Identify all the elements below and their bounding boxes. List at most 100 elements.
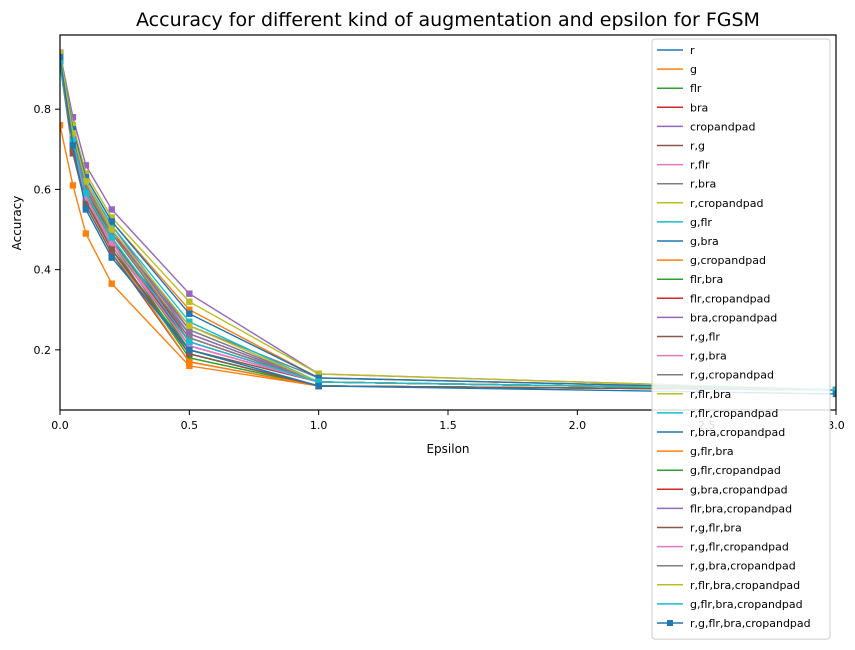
legend-marker xyxy=(667,620,673,626)
y-tick-label: 0.2 xyxy=(34,344,52,357)
x-tick-label: 0.0 xyxy=(51,419,69,432)
series-30-point xyxy=(186,338,193,346)
legend-label: flr,bra xyxy=(690,273,723,286)
series-5-point xyxy=(82,162,90,169)
y-axis-label: Accuracy xyxy=(10,196,24,251)
legend-label: cropandpad xyxy=(690,120,755,133)
series-29-point xyxy=(82,178,90,185)
legend-label: r,flr,bra xyxy=(690,388,731,401)
series-2-point xyxy=(60,122,64,129)
legend-label: r,g,flr,cropandpad xyxy=(690,541,789,554)
legend-label: g,bra xyxy=(690,235,719,248)
legend-label: r,g xyxy=(690,140,705,153)
series-20-point xyxy=(108,222,115,229)
series-9-point xyxy=(82,170,90,177)
series-29-point xyxy=(60,49,64,57)
series-28-point xyxy=(186,334,193,342)
y-tick-label: 0.4 xyxy=(34,264,52,277)
series-9-point xyxy=(315,370,322,378)
x-tick-label: 2.0 xyxy=(569,419,587,432)
series-29-point xyxy=(108,226,115,233)
series-31-point xyxy=(60,53,64,61)
legend-box xyxy=(651,38,831,640)
legend-label: r,flr,bra,cropandpad xyxy=(690,579,800,592)
series-26-point xyxy=(186,350,193,358)
series-25-point xyxy=(186,330,193,337)
y-tick-label: 0.8 xyxy=(34,103,52,116)
series-31-point xyxy=(108,254,115,261)
x-tick-label: 0.5 xyxy=(181,419,199,432)
series-30-point xyxy=(82,190,90,197)
legend-label: g xyxy=(690,63,697,76)
series-26-point xyxy=(69,146,77,153)
series-30-point xyxy=(108,234,115,241)
series-26-point xyxy=(82,198,90,205)
series-2-point xyxy=(82,230,90,237)
series-31-point xyxy=(315,382,322,390)
legend-label: g,flr,cropandpad xyxy=(690,464,781,477)
series-5-point xyxy=(108,206,115,213)
legend-label: g,cropandpad xyxy=(690,254,766,267)
legend-label: bra xyxy=(690,101,708,114)
series-5-point xyxy=(69,114,77,121)
x-tick-label: 1.5 xyxy=(439,419,457,432)
series-17-point xyxy=(108,242,115,249)
series-16-point xyxy=(82,202,90,209)
series-5-point xyxy=(186,290,193,297)
legend-label: g,flr,bra xyxy=(690,445,734,458)
y-tick-label: 0.6 xyxy=(34,183,52,196)
legend-label: r,bra,cropandpad xyxy=(690,426,785,439)
series-31-point xyxy=(832,390,836,398)
legend-label: r,g,bra,cropandpad xyxy=(690,560,796,573)
series-29-point xyxy=(186,322,193,329)
series-30-point xyxy=(315,378,322,386)
series-28-point xyxy=(82,186,90,193)
series-22-point xyxy=(186,358,193,366)
series-29-point xyxy=(69,130,77,137)
legend-label: flr,cropandpad xyxy=(690,292,770,305)
series-21-point xyxy=(315,374,322,382)
series-25-point xyxy=(82,182,90,189)
x-tick-label: 3.0 xyxy=(827,419,845,432)
series-27-point xyxy=(108,238,115,245)
series-16-point xyxy=(108,250,115,257)
legend-label: r,flr,cropandpad xyxy=(690,407,778,420)
series-21-point xyxy=(82,174,90,181)
series-27-point xyxy=(82,194,90,201)
series-27-point xyxy=(186,342,193,350)
legend-label: r,g,bra xyxy=(690,350,727,363)
series-16-point xyxy=(69,150,77,157)
series-28-point xyxy=(108,230,115,237)
series-21-point xyxy=(108,218,115,225)
legend: rg flr bra cropandpad r,g r,flr r,bra r,cropand… xyxy=(651,38,831,640)
series-3-point xyxy=(186,354,193,362)
series-26-point xyxy=(108,246,115,253)
legend-label: r,cropandpad xyxy=(690,197,763,210)
series-31-point xyxy=(82,206,90,213)
x-axis-label: Epsilon xyxy=(426,442,469,456)
series-9-point xyxy=(186,298,193,305)
legend-label: r,flr xyxy=(690,159,710,172)
legend-label: flr,bra,cropandpad xyxy=(690,502,792,515)
series-12-point xyxy=(186,306,193,313)
series-30-point xyxy=(60,57,64,65)
series-30-point xyxy=(832,386,836,394)
legend-label: flr xyxy=(690,82,702,95)
series-20-point xyxy=(186,318,193,325)
legend-label: r,g,flr,bra,cropandpad xyxy=(690,617,811,630)
legend-label: g,bra,cropandpad xyxy=(690,483,788,496)
legend-label: g,flr,bra,cropandpad xyxy=(690,598,803,611)
series-18-point xyxy=(186,326,193,333)
series-21-point xyxy=(186,310,193,317)
legend-label: r xyxy=(690,44,695,57)
series-31-point xyxy=(69,142,77,149)
legend-label: r,g,flr xyxy=(690,331,720,344)
legend-label: r,g,cropandpad xyxy=(690,369,774,382)
series-31-point xyxy=(186,346,193,354)
series-2-point xyxy=(69,182,77,189)
x-tick-label: 1.0 xyxy=(310,419,328,432)
legend-label: r,bra xyxy=(690,178,716,191)
series-9-point xyxy=(108,214,115,221)
